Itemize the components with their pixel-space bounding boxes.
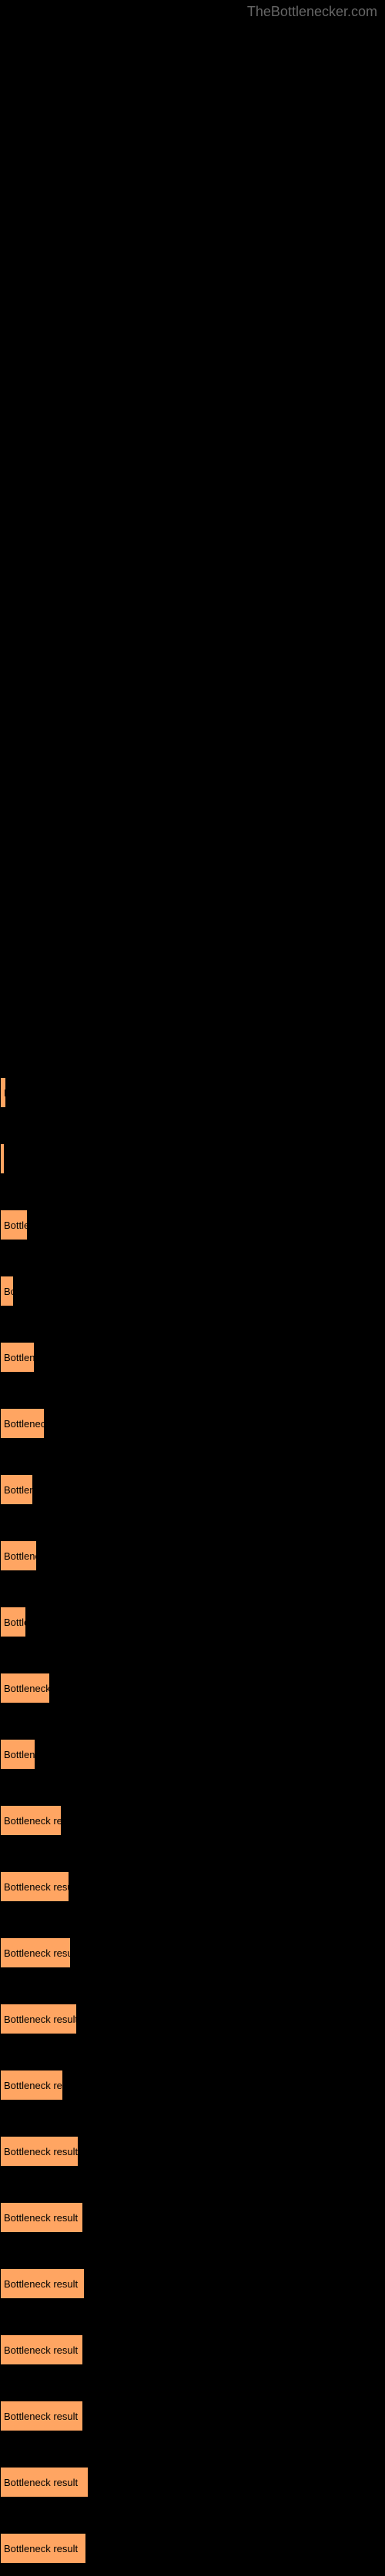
bar-row: Bottleneck result: [0, 1980, 385, 2047]
bar-row: B: [0, 1054, 385, 1120]
bar-row: Bottleneck result: [0, 1914, 385, 1980]
bar-row: Bottleneck result: [0, 2510, 385, 2576]
bar: Bottleneck: [0, 1408, 45, 1439]
bar: Bottleneck resu: [0, 1805, 62, 1836]
bar-row: Bo: [0, 1253, 385, 1319]
bar: B: [0, 1077, 6, 1108]
bar-row: Bottleneck result: [0, 2179, 385, 2245]
bar: Bottleneck result: [0, 2334, 83, 2365]
bar: Bottlene: [0, 1474, 33, 1505]
bar: Bottleneck result: [0, 2136, 79, 2167]
bar: Bottleneck result: [0, 2004, 77, 2034]
bar: Bo: [0, 1276, 14, 1306]
bar: Bottler: [0, 1210, 28, 1240]
bar-row: Bottler: [0, 1186, 385, 1253]
bar-row: Bottleneck result: [0, 2245, 385, 2311]
bar: Bottleneck result: [0, 1937, 71, 1968]
bar-row: Bottleneck result: [0, 2377, 385, 2444]
bar-row: Bottleneck r: [0, 1650, 385, 1716]
bar: Bottleneck result: [0, 2202, 83, 2233]
bar-row: Bottleneck result: [0, 2444, 385, 2510]
bar-chart: B Bottler Bo Bottlene Bottleneck Bottlene Bott…: [0, 0, 385, 2576]
bar: Bottlenec: [0, 1540, 37, 1571]
bar-row: Bottle: [0, 1583, 385, 1650]
bar-row: Bottleneck result: [0, 2311, 385, 2377]
bar: Bottleneck r: [0, 1673, 50, 1703]
bar: Bottleneck result: [0, 2533, 86, 2564]
bar-row: Bottlene: [0, 1451, 385, 1517]
bar-row: Bottlene: [0, 1716, 385, 1782]
bar-row: Bottleneck result: [0, 2113, 385, 2179]
bar-row: Bottleneck res: [0, 2047, 385, 2113]
bar: Bottleneck res: [0, 2070, 63, 2101]
bar: Bottleneck result: [0, 1871, 69, 1902]
bar-row: Bottleneck result: [0, 1848, 385, 1914]
bar: Bottleneck result: [0, 2467, 89, 2498]
bar: Bottleneck result: [0, 2401, 83, 2431]
bar: Bottleneck result: [0, 2268, 85, 2299]
bar-row: Bottleneck resu: [0, 1782, 385, 1848]
bar: Bottlene: [0, 1342, 35, 1373]
bar: Bottlene: [0, 1739, 35, 1770]
bar-row: Bottleneck: [0, 1385, 385, 1451]
bar: Bottle: [0, 1607, 26, 1637]
bar-row: Bottlenec: [0, 1517, 385, 1583]
bar: [0, 1143, 5, 1174]
bar-row: [0, 1120, 385, 1186]
bar-row: Bottlene: [0, 1319, 385, 1385]
